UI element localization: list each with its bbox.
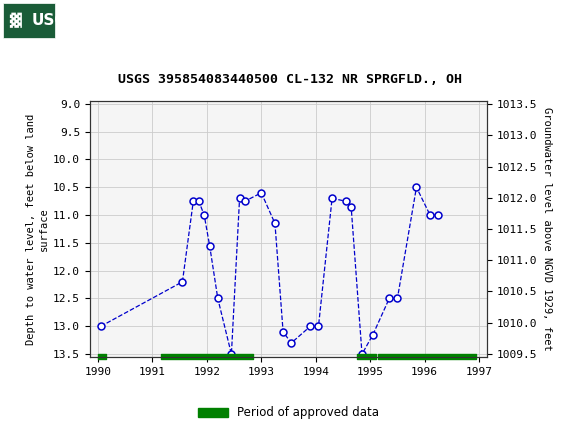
Y-axis label: Depth to water level, feet below land
surface: Depth to water level, feet below land su… bbox=[26, 114, 49, 344]
Text: USGS 395854083440500 CL-132 NR SPRGFLD., OH: USGS 395854083440500 CL-132 NR SPRGFLD.,… bbox=[118, 73, 462, 86]
Y-axis label: Groundwater level above NGVD 1929, feet: Groundwater level above NGVD 1929, feet bbox=[542, 107, 552, 351]
Bar bbox=[3, 3, 55, 37]
Legend: Period of approved data: Period of approved data bbox=[193, 402, 384, 424]
Text: ▓: ▓ bbox=[9, 13, 20, 28]
Text: USGS: USGS bbox=[32, 13, 79, 28]
